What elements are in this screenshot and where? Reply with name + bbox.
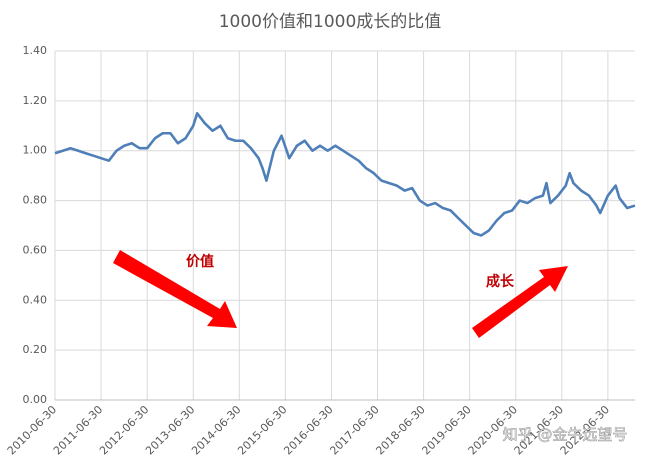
annotation: 成长	[486, 273, 515, 290]
y-tick-label: 1.00	[23, 144, 48, 157]
y-tick-label: 0.40	[23, 293, 48, 306]
y-tick-label: 0.00	[23, 393, 48, 406]
y-tick-label: 0.20	[23, 343, 48, 356]
arrows	[113, 250, 568, 338]
chart-title: 1000价值和1000成长的比值	[219, 12, 442, 32]
arrow-up	[472, 266, 568, 338]
data-line	[54, 112, 636, 237]
y-tick-label: 0.60	[23, 243, 48, 256]
arrow-down	[113, 250, 237, 328]
y-tick-label: 1.20	[23, 94, 48, 107]
y-tick-label: 1.40	[23, 44, 48, 57]
annotation: 价值	[186, 253, 214, 270]
y-tick-label: 0.80	[23, 194, 48, 207]
watermark: 知乎 @金牛远望号	[503, 426, 628, 444]
